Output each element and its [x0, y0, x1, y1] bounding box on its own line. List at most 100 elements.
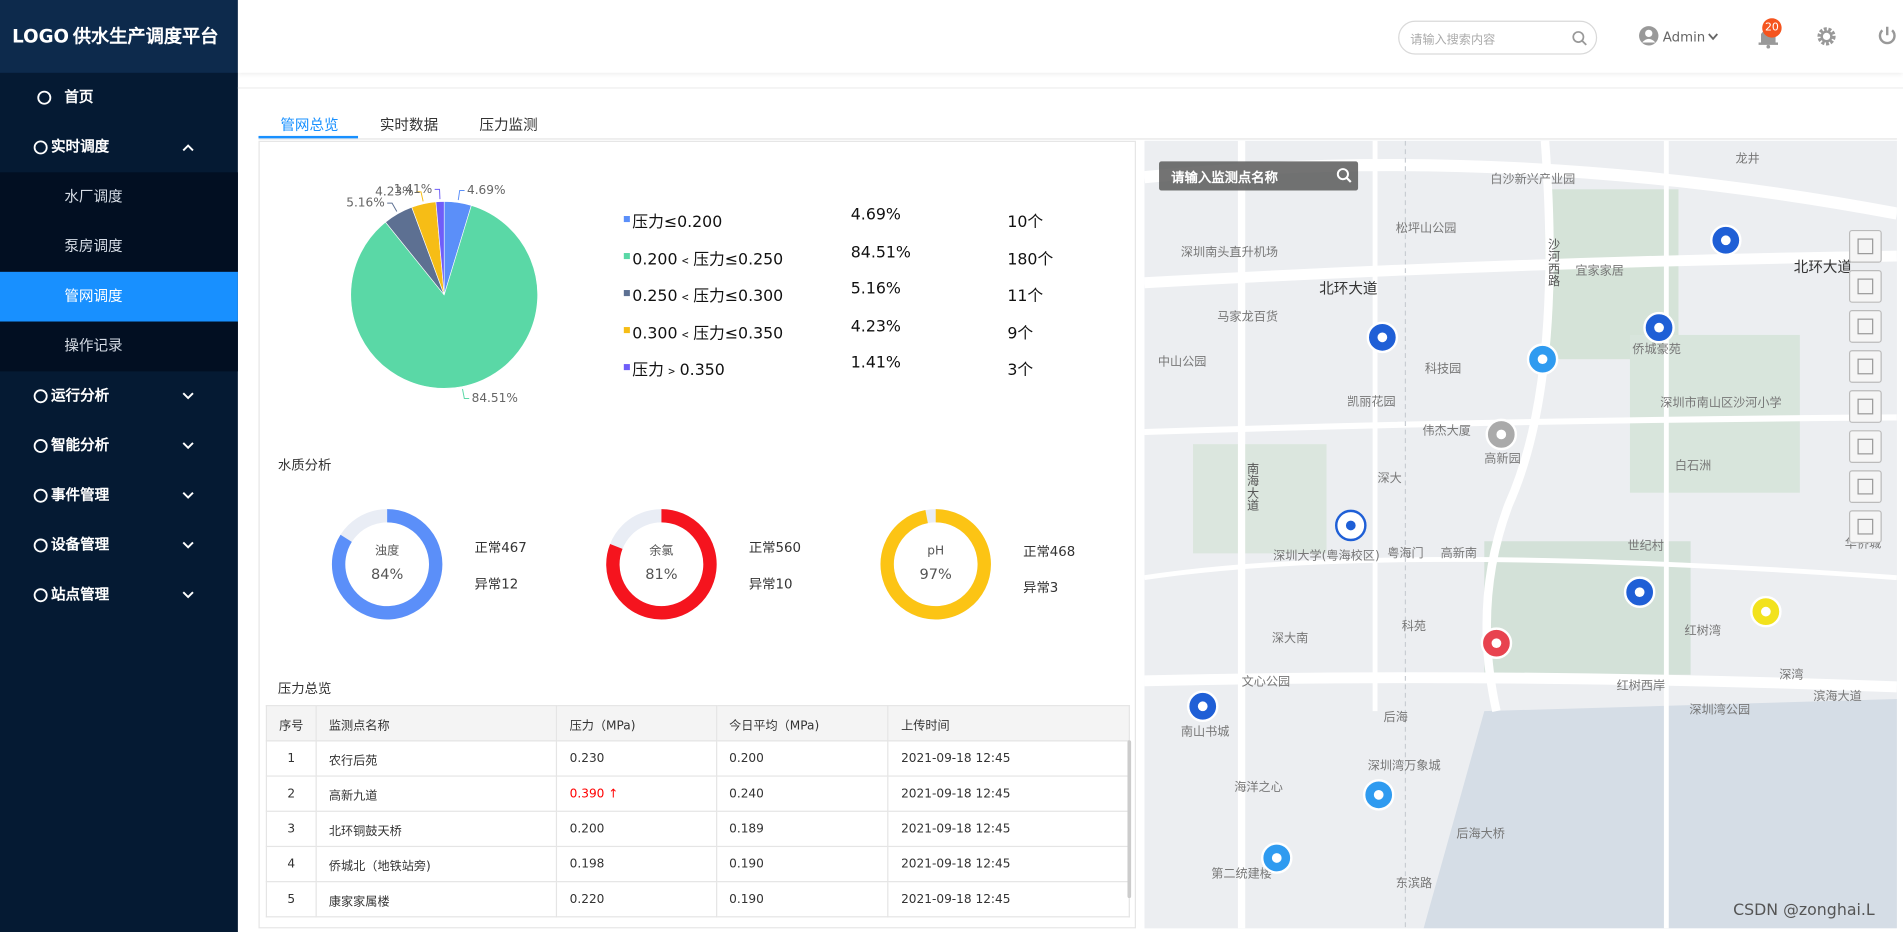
menu-icon [33, 538, 48, 553]
marker-dot [1373, 790, 1384, 800]
map-label: 深大 [1377, 472, 1402, 486]
submenu-item[interactable]: 水厂调度 [0, 172, 238, 223]
logo-bar: LOGO 供水生产调度平台 [0, 0, 238, 73]
map-label: 凯丽花园 [1347, 395, 1396, 409]
submenu-item[interactable]: 泵房调度 [0, 222, 238, 272]
map-label: 科技园 [1424, 362, 1462, 377]
map-label: 后海 [1383, 711, 1408, 725]
legend-count: 3个 [1007, 361, 1034, 380]
table-row[interactable]: 5 康家家属楼 0.220 0.190 2021-09-18 12:45 [265, 881, 1130, 918]
chevron [182, 392, 194, 400]
map-label: 宜家家居 [1575, 264, 1624, 278]
sidebar: LOGO 供水生产调度平台 首页 实时调度水厂调度泵房调度 管网调度 操作记录 运行分析… [0, 0, 238, 932]
map-tool [1848, 229, 1882, 263]
tab[interactable]: 管网总览 [280, 116, 339, 134]
map-overlay [1186, 224, 1882, 874]
legend-percent: 4.69% [850, 206, 901, 225]
legend-count: 10个 [1007, 213, 1044, 232]
icon-shape [33, 140, 48, 155]
tab-underline [258, 135, 359, 139]
legend-label: 压力≤0.200 [632, 213, 723, 232]
legend-percent: 4.23% [850, 317, 901, 336]
submenu-item[interactable]: 操作记录 [0, 321, 238, 372]
legend-label: 0.300﹤压力≤0.350 [632, 324, 784, 343]
map-label: 深圳南头直升机场 [1180, 246, 1278, 260]
avatar[interactable] [1638, 25, 1659, 46]
table-row[interactable]: 3 北环铜鼓天桥 0.200 0.189 2021-09-18 12:45 [265, 810, 1130, 848]
menu-item[interactable]: 事件管理 [0, 471, 238, 521]
table-cell: 2021-09-18 12:45 [887, 810, 1130, 848]
menu-icon [33, 488, 48, 503]
map-search-placeholder: 请输入监测点名称 [1171, 169, 1278, 186]
settings-icon[interactable] [1817, 27, 1836, 46]
menu-item[interactable]: 首页 [0, 73, 238, 123]
map[interactable]: 请输入监测点名称 深圳南头直升机场 北环大道 马家龙百货 中山公园 科技园 凯丽花园 伟杰大… [1144, 140, 1897, 929]
menu-item[interactable]: 智能分析 [0, 421, 238, 471]
logout-icon[interactable] [1878, 25, 1897, 46]
marker-dot [1537, 354, 1548, 365]
tab[interactable]: 实时数据 [379, 116, 439, 134]
submenu-item[interactable]: 管网调度 [0, 271, 238, 322]
icon-shape [33, 488, 48, 503]
table-row[interactable]: 2 高新九道 0.390 ↑ 0.240 2021-09-18 12:45 [265, 775, 1130, 812]
map-label: 白石洲 [1674, 459, 1712, 474]
menu-chevron [182, 442, 194, 450]
map-label: 伟杰大厦 [1422, 424, 1471, 439]
map-label: 深大南 [1271, 632, 1309, 646]
watermark: CSDN @zonghai.L [1733, 901, 1875, 920]
logo: LOGO [12, 25, 69, 48]
header-cell: 上传时间 [887, 705, 1130, 742]
scrollbar [1127, 740, 1132, 899]
map-label: 红树湾 [1684, 624, 1721, 639]
table-row[interactable]: 4 侨城北（地铁站旁) 0.198 0.190 2021-09-18 12:45 [265, 845, 1130, 883]
tab[interactable]: 压力监测 [479, 116, 538, 134]
map-label: 滨海大道 [1813, 690, 1862, 704]
menu-item[interactable]: 实时调度 [0, 123, 238, 173]
section-title: 压力总览 [277, 680, 332, 697]
header-cell: 监测点名称 [315, 705, 558, 742]
map-label: 海洋之心 [1234, 781, 1283, 795]
menu-icon [37, 90, 52, 105]
overview-panel [258, 140, 1136, 929]
gauge-abnormal: 异常12 [474, 576, 519, 593]
menu-item[interactable]: 站点管理 [0, 570, 238, 620]
map-label: 高新园 [1484, 452, 1521, 466]
table-row[interactable]: 1 农行后苑 0.230 0.200 2021-09-18 12:45 [265, 740, 1130, 777]
menu-icon [33, 588, 48, 603]
map-label: 龙井 [1735, 152, 1760, 167]
chevron [182, 541, 194, 549]
marker-dot [1377, 332, 1388, 343]
table-cell: 0.230 [556, 740, 717, 777]
search-placeholder: 请输入搜索内容 [1410, 33, 1496, 48]
map-label: 深圳市南山区沙河小学 [1660, 396, 1782, 411]
table-cell: 0.390 ↑ [556, 775, 717, 812]
submenu-label: 水厂调度 [64, 188, 123, 206]
tool-glyph [1857, 358, 1874, 375]
table-cell: 0.190 [715, 845, 889, 883]
menu-label: 智能分析 [50, 436, 110, 454]
map-label: 白沙新兴产业园 [1490, 173, 1576, 187]
gauge-normal: 正常467 [474, 540, 527, 556]
table-cell: 2 [265, 775, 317, 812]
map-label: 世纪村 [1627, 540, 1664, 554]
map-search[interactable]: 请输入监测点名称 [1159, 161, 1359, 191]
map-label: 松坪山公园 [1395, 222, 1457, 236]
menu-item[interactable]: 设备管理 [0, 521, 238, 571]
menu-label: 站点管理 [50, 586, 110, 604]
user-name[interactable]: Admin [1662, 29, 1706, 45]
map-tool [1848, 510, 1882, 544]
map-search-icon [1336, 168, 1352, 183]
menu-label: 设备管理 [50, 536, 110, 554]
gauge-abnormal: 异常3 [1023, 580, 1059, 596]
map-label: 马家龙百货 [1217, 310, 1278, 325]
table-cell: 北环铜鼓天桥 [315, 810, 558, 848]
marker-dot [1720, 235, 1731, 246]
header-cell: 今日平均（MPa) [715, 705, 889, 742]
icon-shape [33, 438, 48, 453]
map-label: 南山书城 [1180, 725, 1230, 740]
header-cell: 序号 [265, 705, 317, 742]
menu-item[interactable]: 运行分析 [0, 371, 238, 421]
app-title: 供水生产调度平台 [72, 25, 219, 48]
tool-glyph [1857, 278, 1874, 295]
search-box[interactable]: 请输入搜索内容 [1398, 20, 1598, 55]
